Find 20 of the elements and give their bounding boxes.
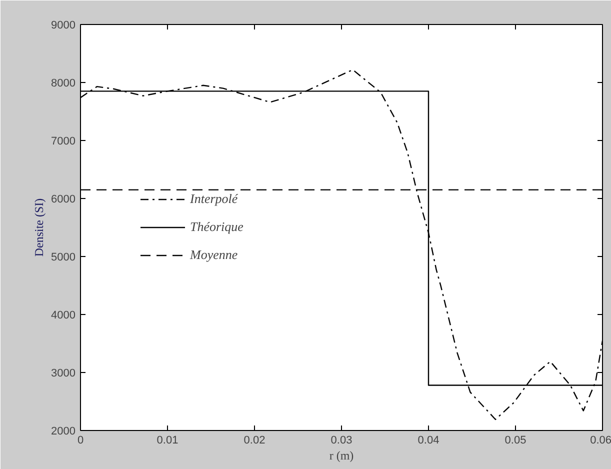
x-tick-label: 0.06 [590, 434, 611, 446]
x-tick-label: 0.05 [504, 434, 526, 446]
x-tick-label: 0.04 [418, 434, 440, 446]
x-axis-title: r (m) [329, 448, 354, 462]
y-axis-title: Densite (SI) [32, 198, 46, 257]
y-tick-label: 9000 [51, 20, 76, 32]
x-tick-label: 0.02 [244, 434, 266, 446]
y-tick-label: 7000 [51, 136, 76, 148]
y-tick-label: 4000 [51, 310, 76, 322]
y-tick-label: 5000 [51, 252, 76, 264]
x-tick-label: 0.01 [156, 434, 178, 446]
y-tick-label: 8000 [51, 78, 76, 90]
legend-label: Moyenne [190, 247, 238, 263]
y-tick-label: 6000 [51, 194, 76, 206]
x-tick-label: 0.03 [330, 434, 352, 446]
y-tick-label: 3000 [51, 368, 76, 380]
x-tick-label: 0 [77, 434, 84, 446]
y-tick-label: 2000 [51, 426, 76, 438]
legend-label: Théorique [190, 219, 244, 235]
legend-label: Interpolé [190, 191, 238, 207]
